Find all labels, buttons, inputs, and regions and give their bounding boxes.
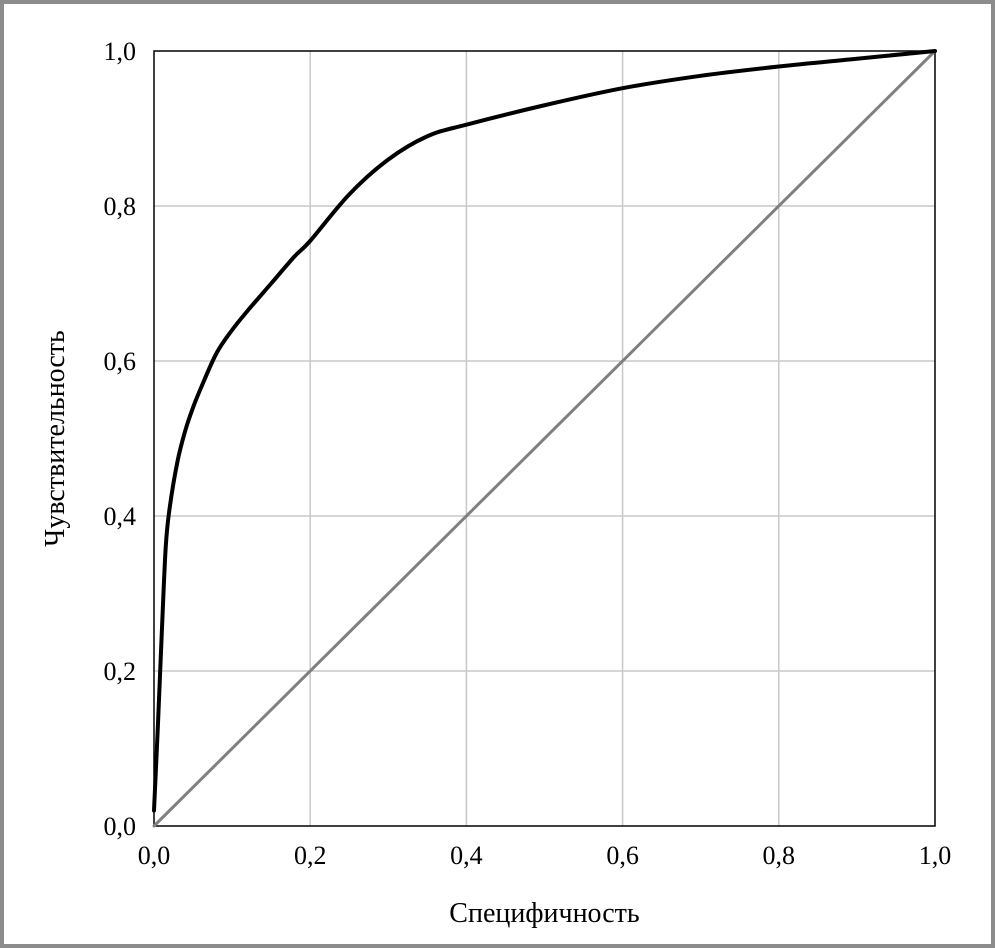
- x-tick-label: 0,4: [450, 841, 483, 870]
- x-tick-label: 0,8: [763, 841, 796, 870]
- y-tick-label: 0,2: [104, 657, 137, 686]
- y-tick-label: 0,8: [104, 192, 137, 221]
- plot-area: [153, 50, 936, 827]
- y-tick-label: 1,0: [104, 37, 137, 66]
- x-tick-labels: 0,0 0,2 0,4 0,6 0,8 1,0: [138, 841, 952, 870]
- x-tick-label: 0,2: [294, 841, 327, 870]
- y-axis-title: Чувствительность: [40, 330, 71, 547]
- roc-curve-line: [152, 49, 937, 813]
- y-tick-label: 0,4: [104, 502, 137, 531]
- x-axis-title: Специфичность: [449, 898, 639, 929]
- y-tick-labels: 0,0 0,2 0,4 0,6 0,8 1,0: [104, 37, 137, 841]
- diagonal-reference-line: [152, 49, 937, 828]
- x-tick-label: 0,6: [606, 841, 639, 870]
- series-group: [152, 49, 937, 828]
- x-tick-label: 1,0: [919, 841, 952, 870]
- gridlines: [154, 51, 935, 826]
- x-tick-label: 0,0: [138, 841, 171, 870]
- y-tick-label: 0,0: [104, 812, 137, 841]
- y-tick-label: 0,6: [104, 347, 137, 376]
